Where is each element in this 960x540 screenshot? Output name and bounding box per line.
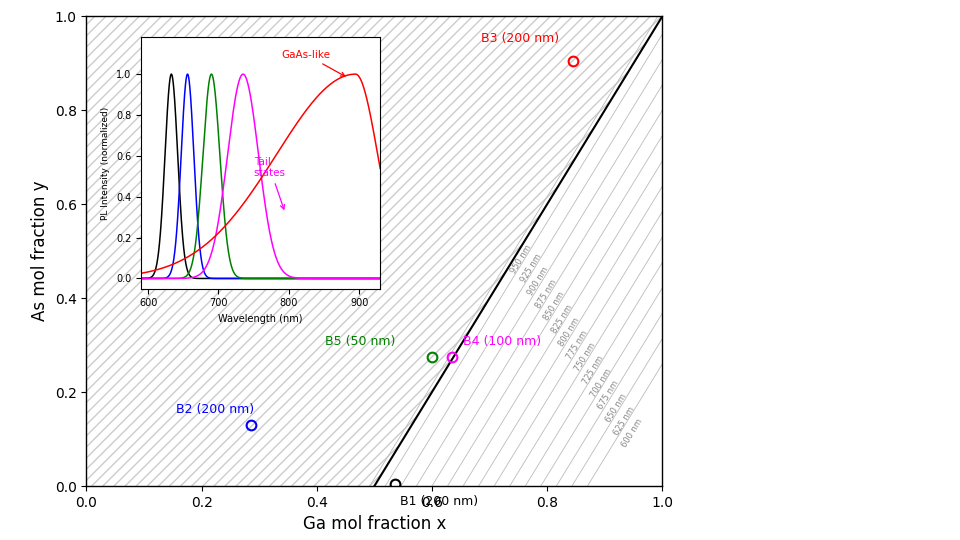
Text: 850 nm: 850 nm (541, 291, 566, 322)
Text: 825 nm: 825 nm (550, 303, 574, 335)
Text: 675 nm: 675 nm (596, 379, 621, 411)
Text: 950 nm: 950 nm (509, 244, 533, 275)
Text: 875 nm: 875 nm (534, 278, 559, 310)
Text: 625 nm: 625 nm (612, 404, 636, 437)
Text: B3 (200 nm): B3 (200 nm) (481, 32, 559, 45)
Text: B5 (50 nm): B5 (50 nm) (325, 335, 396, 348)
Text: 775 nm: 775 nm (565, 328, 589, 361)
Text: 725 nm: 725 nm (581, 354, 605, 386)
Text: 700 nm: 700 nm (588, 367, 613, 399)
Y-axis label: As mol fraction y: As mol fraction y (31, 181, 49, 321)
Text: B2 (200 nm): B2 (200 nm) (176, 403, 253, 416)
Text: B4 (100 nm): B4 (100 nm) (463, 335, 540, 348)
Text: 600 nm: 600 nm (619, 417, 644, 449)
Text: 650 nm: 650 nm (604, 392, 629, 424)
Text: 925 nm: 925 nm (518, 253, 543, 285)
Polygon shape (86, 16, 662, 486)
Text: 750 nm: 750 nm (573, 341, 597, 373)
Text: 900 nm: 900 nm (526, 265, 551, 297)
Text: B1 (200 nm): B1 (200 nm) (400, 495, 478, 508)
X-axis label: Ga mol fraction x: Ga mol fraction x (302, 515, 446, 534)
Text: 800 nm: 800 nm (558, 316, 582, 348)
